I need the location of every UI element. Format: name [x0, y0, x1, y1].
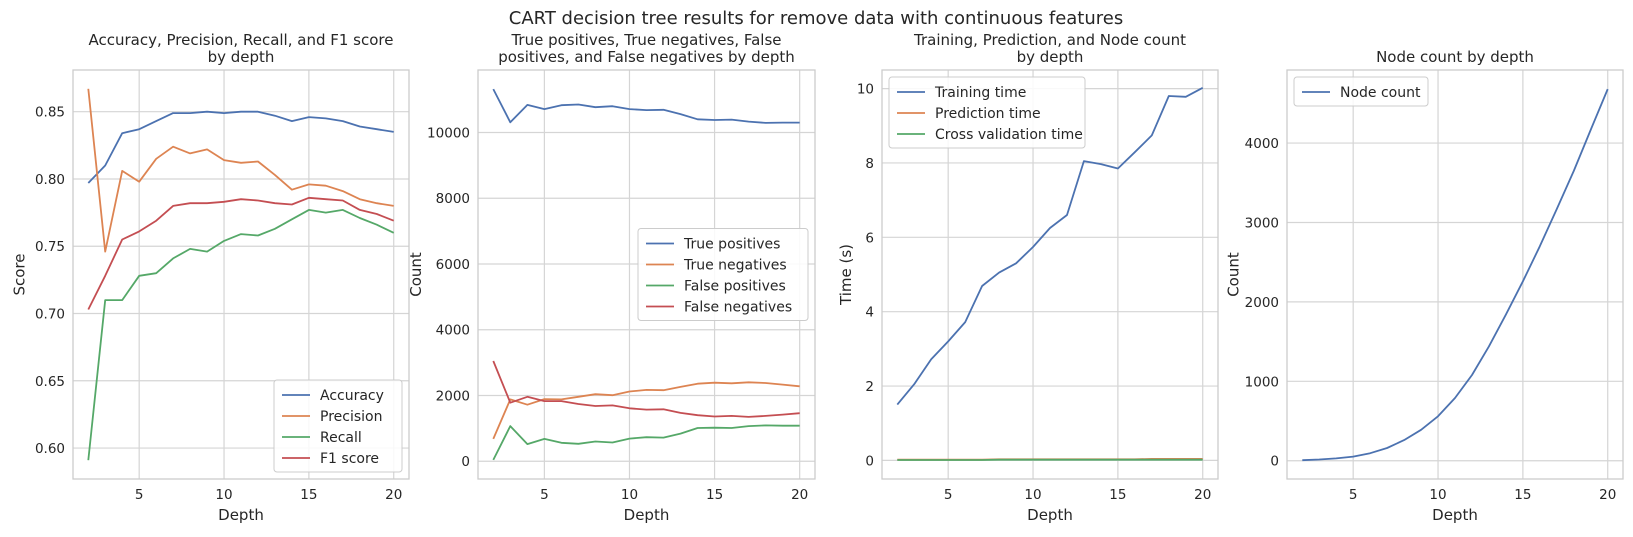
y-tick-label: 2 [865, 379, 874, 395]
figure-title: CART decision tree results for remove da… [509, 8, 1123, 29]
legend-label: Recall [320, 430, 362, 446]
series-line-f1-score [87, 196, 395, 310]
series-line-false-positives [492, 424, 800, 461]
legend-label: False positives [684, 279, 786, 295]
series-line-true-positives [492, 88, 800, 124]
legend-label: Prediction time [935, 106, 1041, 122]
y-tick-label: 0.65 [35, 374, 65, 390]
y-tick-label: 8 [865, 156, 874, 172]
x-axis-label: Depth [218, 506, 264, 524]
y-tick-label: 6 [865, 230, 874, 246]
y-tick-label: 0.70 [35, 307, 65, 323]
legend-label: Precision [320, 409, 382, 425]
x-tick-label: 5 [540, 487, 549, 503]
chart-panel-4: 5 10 15 20 0 1000 2000 3000 4000 Depth Count Node c… [1225, 48, 1624, 524]
chart-title: True positives, True negatives, False [510, 31, 781, 49]
plot-frame [881, 69, 1219, 480]
chart-title: Accuracy, Precision, Recall, and F1 scor… [88, 31, 393, 49]
y-tick-label: 2000 [1245, 295, 1279, 311]
x-tick-label: 10 [621, 487, 638, 503]
y-tick-label: 10 [857, 82, 874, 98]
y-axis-label: Count [1225, 252, 1243, 297]
y-axis-label: Count [407, 252, 425, 297]
plot-frame [477, 69, 816, 480]
x-tick-label: 15 [1109, 487, 1126, 503]
legend: Node count [1293, 76, 1429, 107]
y-tick-label: 0.60 [35, 441, 65, 457]
y-axis-label: Score [11, 253, 29, 295]
chart-panel-2: 5 10 15 20 0 2000 4000 6000 8000 10000 Depth Count T… [407, 31, 816, 524]
y-tick-label: 0.85 [35, 105, 65, 121]
x-tick-label: 10 [215, 487, 232, 503]
x-axis-label: Depth [624, 506, 670, 524]
y-tick-label: 0 [461, 454, 470, 470]
x-tick-label: 20 [1194, 487, 1211, 503]
x-tick-label: 20 [385, 487, 402, 503]
legend-box [273, 379, 403, 473]
plot-frame [1286, 69, 1624, 480]
series-line-recall [87, 208, 395, 461]
x-tick-label: 15 [1514, 487, 1531, 503]
chart-title: Training, Prediction, and Node count [913, 31, 1186, 49]
x-tick-label: 20 [791, 487, 808, 503]
legend-label: Training time [934, 85, 1026, 101]
y-tick-label: 4000 [1245, 136, 1279, 152]
chart-panel-1: 5 10 15 20 0.60 0.65 0.70 0.75 0.80 0.85 Depth Scor… [11, 31, 410, 524]
legend-box [1293, 76, 1429, 107]
series-line-node-count [1302, 88, 1609, 462]
legend-label: Accuracy [320, 388, 384, 404]
y-tick-label: 1000 [1245, 374, 1279, 390]
x-tick-label: 5 [135, 487, 144, 503]
legend-label: False negatives [684, 300, 792, 316]
chart-title: Node count by depth [1376, 48, 1534, 66]
legend-box [888, 76, 1086, 149]
y-tick-label: 8000 [436, 191, 470, 207]
y-tick-label: 4000 [436, 323, 470, 339]
chart-title: by depth [208, 48, 275, 66]
x-tick-label: 15 [706, 487, 723, 503]
x-tick-label: 10 [1024, 487, 1041, 503]
plot-frame [72, 69, 410, 480]
chart-title: positives, and False negatives by depth [498, 48, 795, 66]
x-axis-label: Depth [1027, 506, 1073, 524]
x-tick-label: 15 [300, 487, 317, 503]
x-tick-label: 20 [1599, 487, 1616, 503]
y-axis-label: Time (s) [837, 244, 855, 306]
legend-label: F1 score [320, 451, 379, 467]
chart-title: by depth [1017, 48, 1084, 66]
series-line-true-negatives [492, 381, 800, 440]
y-tick-label: 3000 [1245, 215, 1279, 231]
legend-label: True positives [683, 237, 780, 253]
y-tick-label: 4 [865, 305, 874, 321]
y-tick-label: 2000 [436, 388, 470, 404]
legend-box [637, 228, 809, 321]
series-line-precision [87, 88, 394, 253]
y-tick-label: 0 [1270, 454, 1279, 470]
series-line-accuracy [87, 110, 394, 184]
legend: Accuracy Precision Recall F1 score [273, 379, 403, 473]
y-tick-label: 0.75 [35, 239, 65, 255]
chart-panel-3: 5 10 15 20 0 2 4 6 8 10 Depth Time (s) Training, Pre… [837, 31, 1219, 524]
series-line-false-negatives [492, 360, 800, 418]
x-axis-label: Depth [1432, 506, 1478, 524]
y-tick-label: 10000 [427, 125, 470, 141]
x-tick-label: 5 [1349, 487, 1358, 503]
legend-label: True negatives [683, 258, 787, 274]
y-tick-label: 6000 [436, 257, 470, 273]
legend: True positives True negatives False positi… [637, 228, 809, 321]
series-line-training-time [896, 87, 1204, 406]
x-tick-label: 5 [944, 487, 953, 503]
y-tick-label: 0.80 [35, 172, 65, 188]
legend-label: Node count [1340, 85, 1421, 101]
x-tick-label: 10 [1429, 487, 1446, 503]
legend: Training time Prediction time Cross valida… [888, 76, 1086, 149]
y-tick-label: 0 [865, 453, 874, 469]
legend-label: Cross validation time [935, 127, 1083, 143]
